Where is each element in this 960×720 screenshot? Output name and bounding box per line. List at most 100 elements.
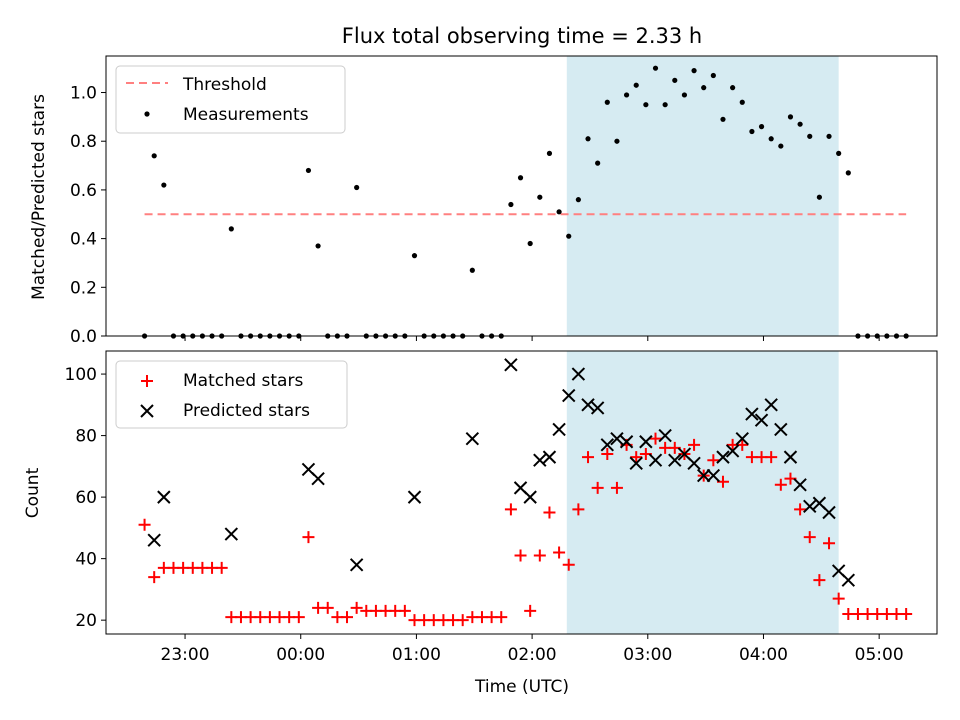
predicted-star-marker bbox=[581, 398, 595, 412]
measurement-point bbox=[508, 201, 514, 208]
x-tick-label: 04:00 bbox=[739, 645, 788, 665]
legend-predicted-label: Predicted stars bbox=[183, 401, 310, 421]
matched-star-marker bbox=[341, 611, 354, 624]
x-tick-label: 02:00 bbox=[508, 645, 557, 665]
observing-window-top bbox=[566, 56, 839, 336]
matched-star-marker bbox=[514, 549, 527, 562]
measurement-point bbox=[826, 133, 832, 139]
predicted-star-marker bbox=[716, 450, 730, 464]
ratio-y-axis-label: Matched/Predicted stars bbox=[29, 94, 49, 300]
measurement-point bbox=[556, 209, 562, 215]
measurement-point bbox=[845, 170, 851, 176]
predicted-star-marker bbox=[822, 505, 836, 520]
measurement-point bbox=[228, 226, 234, 232]
predicted-star-marker bbox=[552, 422, 566, 437]
x-tick-label: 23:00 bbox=[161, 645, 210, 665]
matched-star-marker bbox=[350, 601, 363, 614]
predicted-star-marker bbox=[803, 499, 817, 514]
matched-star-marker bbox=[707, 454, 720, 467]
measurement-point bbox=[768, 136, 774, 142]
measurement-point bbox=[585, 136, 591, 142]
measurement-point bbox=[566, 233, 572, 239]
matched-star-marker bbox=[524, 604, 537, 617]
count-x-axis-ticks: 23:00 00:00 01:00 02:00 03:00 04:00 05:00 bbox=[161, 634, 904, 665]
predicted-star-marker bbox=[754, 413, 769, 427]
count-y-axis-label: Count bbox=[23, 467, 43, 518]
legend-predicted-swatch bbox=[140, 404, 154, 418]
predicted-star-marker bbox=[783, 450, 798, 464]
matched-star-marker bbox=[456, 614, 469, 627]
predicted-star-marker bbox=[764, 398, 778, 412]
predicted-star-marker bbox=[311, 471, 325, 486]
measurement-point bbox=[546, 150, 553, 156]
matched-star-marker bbox=[582, 451, 595, 464]
ratio-axes-frame bbox=[105, 55, 938, 337]
measurement-point bbox=[758, 124, 765, 130]
measurement-point bbox=[411, 253, 418, 259]
predicted-star-marker bbox=[349, 558, 364, 572]
predicted-star-marker bbox=[533, 453, 547, 467]
measurement-point bbox=[787, 114, 794, 120]
matched-star-marker bbox=[591, 481, 604, 494]
predicted-star-marker bbox=[571, 367, 586, 381]
predicted-star-marker bbox=[774, 422, 788, 437]
measurement-point bbox=[816, 194, 822, 200]
matched-star-marker bbox=[504, 503, 517, 516]
measurement-point bbox=[354, 184, 360, 191]
predicted-star-markers bbox=[147, 358, 856, 587]
predicted-star-marker bbox=[648, 453, 663, 467]
predicted-star-marker bbox=[619, 435, 634, 449]
matched-star-marker bbox=[803, 531, 816, 544]
matched-star-marker bbox=[533, 549, 546, 562]
predicted-star-marker bbox=[562, 388, 576, 403]
measurement-point bbox=[469, 267, 475, 273]
ratio-legend-box bbox=[115, 65, 346, 134]
measurement-point bbox=[604, 99, 610, 105]
predicted-star-marker bbox=[696, 468, 711, 483]
predicted-star-marker bbox=[668, 453, 682, 467]
measurement-point bbox=[730, 85, 736, 91]
measurement-point bbox=[575, 197, 581, 203]
measurement-point bbox=[739, 99, 745, 105]
count-panel: 20 40 60 80 100 23:00 00:00 01:00 02:00 03:00 04:… bbox=[23, 350, 938, 697]
measurement-point bbox=[778, 143, 784, 149]
measurement-point bbox=[614, 138, 620, 144]
ratio-y-tick-label: 0.8 bbox=[70, 132, 97, 152]
legend-threshold-label: Threshold bbox=[182, 75, 267, 95]
legend-matched-label: Matched stars bbox=[183, 371, 303, 391]
predicted-star-marker bbox=[610, 431, 624, 446]
count-y-tick-label: 80 bbox=[75, 427, 97, 447]
predicted-star-marker bbox=[706, 468, 721, 483]
count-legend: Matched stars Predicted stars bbox=[115, 360, 348, 429]
measurement-point bbox=[710, 72, 716, 79]
predicted-star-marker bbox=[735, 431, 749, 446]
matched-star-marker bbox=[774, 478, 787, 491]
ratio-y-tick-label: 1.0 bbox=[70, 84, 97, 104]
observing-window-bottom bbox=[566, 351, 839, 634]
matched-star-marker bbox=[553, 546, 566, 559]
measurement-point bbox=[315, 243, 321, 249]
count-y-tick-label: 100 bbox=[65, 365, 97, 385]
matched-star-marker bbox=[495, 611, 508, 624]
legend-measurements-swatch bbox=[144, 111, 150, 117]
predicted-star-marker bbox=[687, 456, 701, 470]
measurement-point bbox=[836, 150, 842, 156]
matched-star-marker bbox=[794, 503, 807, 516]
measurement-points bbox=[141, 65, 909, 339]
predicted-star-marker bbox=[841, 573, 856, 587]
matched-star-marker bbox=[649, 432, 662, 445]
measurement-point bbox=[807, 133, 813, 139]
predicted-star-marker bbox=[725, 444, 740, 458]
matched-star-marker bbox=[398, 604, 411, 617]
ratio-x-axis-ticks bbox=[184, 336, 880, 341]
matched-star-marker bbox=[321, 601, 334, 614]
ratio-y-tick-label: 0.2 bbox=[70, 278, 97, 298]
measurement-point bbox=[691, 68, 697, 74]
predicted-star-marker bbox=[658, 428, 672, 443]
measurement-point bbox=[720, 116, 726, 122]
predicted-star-marker bbox=[504, 358, 518, 372]
predicted-star-marker bbox=[600, 438, 615, 452]
matched-star-marker bbox=[138, 518, 151, 531]
measurement-point bbox=[681, 92, 688, 98]
measurement-point bbox=[623, 92, 630, 98]
